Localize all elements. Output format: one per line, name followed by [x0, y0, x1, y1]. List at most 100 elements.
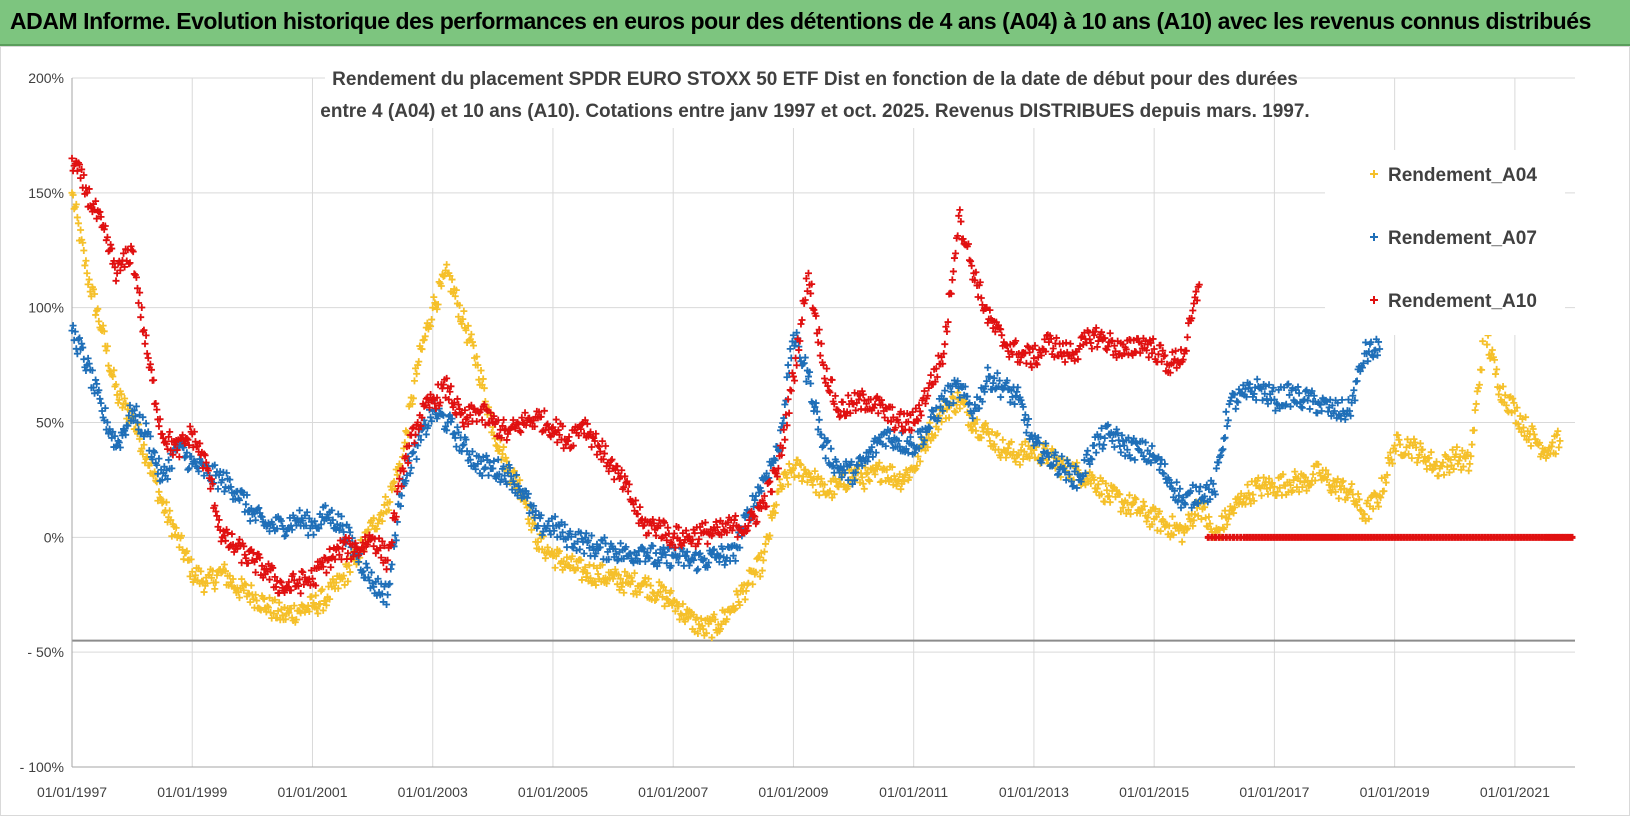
data-point-interp: [1313, 409, 1321, 417]
data-point-interp: [433, 305, 441, 313]
data-point-interp: [139, 413, 147, 421]
data-point-interp: [259, 574, 267, 582]
data-point-interp: [977, 434, 985, 442]
data-point-interp: [1157, 341, 1165, 349]
data-point-interp: [990, 440, 998, 448]
data-point-interp: [869, 453, 877, 461]
data-point-interp: [537, 511, 545, 519]
data-point-interp: [95, 386, 103, 394]
data-point-interp: [1094, 337, 1102, 345]
data-point-interp: [701, 519, 709, 527]
data-point-interp: [1131, 456, 1139, 464]
data-point-interp: [613, 462, 621, 470]
data-point-interp: [91, 290, 99, 298]
data-point-interp: [1172, 347, 1180, 355]
data-point-interp: [255, 504, 263, 512]
data-point-interp: [392, 536, 400, 544]
data-point-interp: [772, 501, 780, 509]
data-point: [804, 373, 812, 381]
data-point-interp: [162, 498, 170, 506]
data-point-interp: [1296, 477, 1304, 485]
data-point: [925, 384, 933, 392]
data-point-interp: [1246, 495, 1254, 503]
data-point-interp: [211, 585, 219, 593]
data-point-interp: [1066, 340, 1074, 348]
data-point-interp: [964, 240, 972, 248]
data-point-interp: [196, 439, 204, 447]
data-point-interp: [110, 366, 118, 374]
data-point-interp: [745, 516, 753, 524]
data-point-interp: [614, 571, 622, 579]
data-point-interp: [698, 622, 706, 630]
data-point-interp: [92, 376, 100, 384]
data-point-interp: [1446, 456, 1454, 464]
data-point-interp: [256, 509, 264, 517]
data-point-interp: [712, 518, 720, 526]
data-point-interp: [468, 338, 476, 346]
data-point-interp: [126, 401, 134, 409]
data-point-interp: [752, 492, 760, 500]
data-point-interp: [781, 400, 789, 408]
data-point-interp: [335, 526, 343, 534]
data-point-interp: [139, 450, 147, 458]
data-point-interp: [1061, 468, 1069, 476]
data-point-interp: [364, 526, 372, 534]
data-point-interp: [127, 242, 135, 250]
data-point-interp: [401, 439, 409, 447]
data-point-interp: [1470, 426, 1478, 434]
data-point-interp: [292, 616, 300, 624]
data-point-interp: [420, 402, 428, 410]
x-tick-label: 01/01/1997: [37, 784, 107, 800]
legend-background: [1325, 150, 1565, 335]
data-point-interp: [574, 564, 582, 572]
data-point-interp: [1365, 515, 1373, 523]
data-point-interp: [798, 477, 806, 485]
data-point-interp: [554, 426, 562, 434]
data-point-interp: [1062, 476, 1070, 484]
data-point-interp: [1014, 383, 1022, 391]
data-point-interp: [1413, 459, 1421, 467]
data-point-interp: [164, 475, 172, 483]
data-point-interp: [166, 428, 174, 436]
data-point-interp: [1353, 501, 1361, 509]
data-point-interp: [828, 376, 836, 384]
data-point-interp: [758, 567, 766, 575]
data-point-interp: [829, 462, 837, 470]
data-point-interp: [462, 326, 470, 334]
data-point-interp: [553, 438, 561, 446]
data-point-interp: [768, 488, 776, 496]
data-point-interp: [588, 443, 596, 451]
data-point-interp: [551, 564, 559, 572]
data-point-interp: [497, 434, 505, 442]
y-tick-label: 0%: [44, 529, 64, 545]
data-point-interp: [406, 469, 414, 477]
data-point-interp: [682, 552, 690, 560]
data-point-interp: [791, 377, 799, 385]
data-point-interp: [167, 446, 175, 454]
data-point-interp: [1468, 441, 1476, 449]
data-point-interp: [568, 552, 576, 560]
data-point-interp: [652, 549, 660, 557]
data-point: [188, 568, 196, 576]
data-point-interp: [1231, 391, 1239, 399]
data-point-interp: [577, 425, 585, 433]
data-point: [1105, 492, 1113, 500]
data-point-interp: [377, 554, 385, 562]
data-point-interp: [584, 536, 592, 544]
data-point-interp: [351, 539, 359, 547]
data-point-interp: [305, 608, 313, 616]
data-point-interp: [973, 416, 981, 424]
data-point-interp: [920, 436, 928, 444]
data-point-interp: [873, 393, 881, 401]
data-point-interp: [548, 547, 556, 555]
data-point-interp: [751, 513, 759, 521]
data-point-interp: [1192, 288, 1200, 296]
data-point-interp: [480, 400, 488, 408]
data-point: [594, 570, 602, 578]
data-point-interp: [963, 392, 971, 400]
data-point-interp: [577, 556, 585, 564]
data-point-interp: [165, 456, 173, 464]
data-point-interp: [287, 586, 295, 594]
data-point-interp: [691, 529, 699, 537]
data-point-interp: [753, 518, 761, 526]
